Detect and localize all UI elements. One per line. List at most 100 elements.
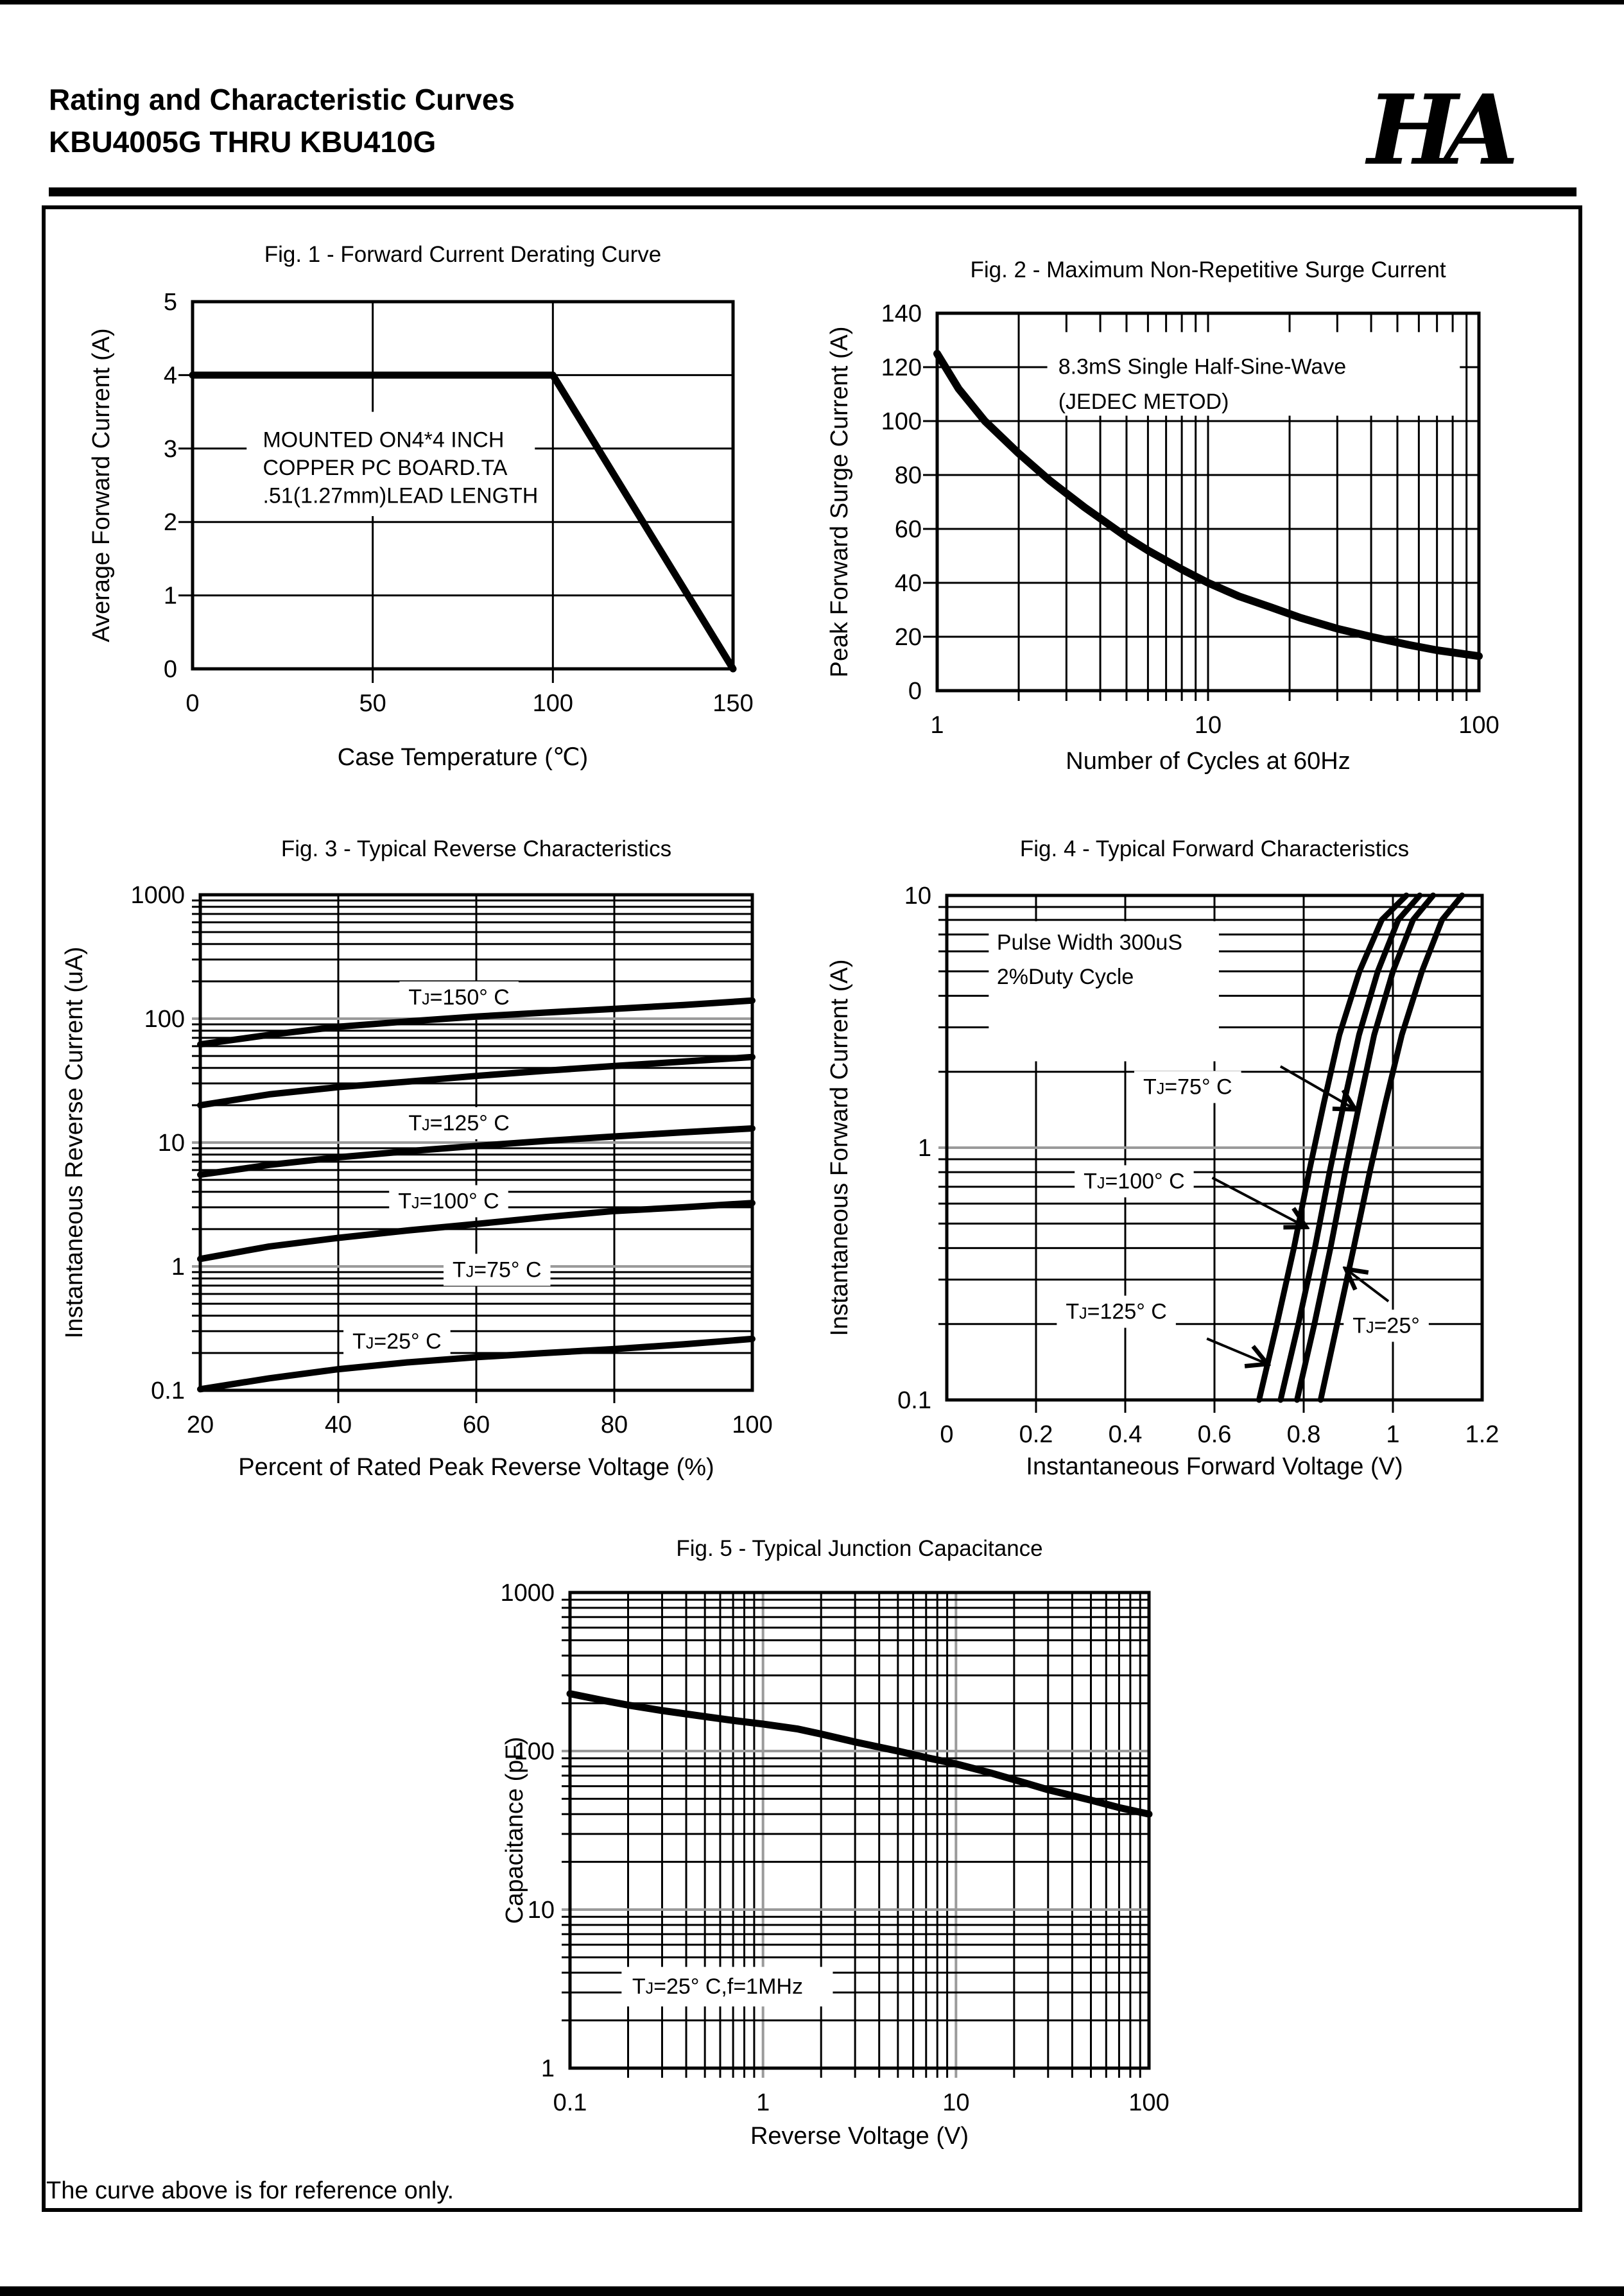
x-tick-label: 100 <box>533 690 573 717</box>
fig4-y-tick-labels: 0.1 1 10 <box>897 883 931 1414</box>
y-tick-label: 140 <box>881 300 922 327</box>
fig3-series-tj75 <box>197 1200 756 1263</box>
x-tick-label: 1.2 <box>1465 1421 1499 1448</box>
annotation-mask <box>989 921 1219 1062</box>
x-tick-label: 1 <box>930 712 944 739</box>
x-tick-label: 0 <box>186 690 199 717</box>
x-tick-label: 1 <box>1386 1421 1399 1448</box>
curve-label-mask <box>399 981 519 1014</box>
fig3-ylabel: Instantaneous Reverse Current (uA) <box>61 947 88 1338</box>
x-tick-label: 150 <box>713 690 753 717</box>
annotation-mask <box>621 1967 833 2007</box>
y-tick-label: 0 <box>908 678 922 705</box>
fig4-curve-label-2: TJ=125° C <box>1057 1295 1176 1328</box>
fig2-y-tick-labels: 0 20 40 60 80 100 120 140 <box>881 300 922 705</box>
y-tick-label: 1 <box>164 583 177 610</box>
fig5-series-cj <box>566 1690 1153 1818</box>
fig4-title: Fig. 4 - Typical Forward Characteristics <box>1020 836 1409 861</box>
fig2-ylabel: Peak Forward Surge Current (A) <box>826 327 853 678</box>
fig1-title: Fig. 1 - Forward Current Derating Curve <box>264 242 662 267</box>
curve-label-text: TJ=25° C <box>352 1329 442 1354</box>
fig4-plot-border <box>945 893 1484 1402</box>
curve-label-text: TJ=125° C <box>408 1111 509 1135</box>
fig3-chart: TJ=150° C TJ=125° C TJ=100° C TJ=75° C TJ=25… <box>61 836 773 1481</box>
y-tick-label: 1 <box>918 1135 931 1162</box>
brand-logo: HA <box>1367 74 1519 187</box>
fig4-series-tj75 <box>1294 892 1437 1403</box>
curve-label-text: TJ=150° C <box>408 985 509 1010</box>
x-tick-label: 40 <box>325 1411 352 1438</box>
fig1-annotation-text: .51(1.27mm)LEAD LENGTH <box>263 483 538 508</box>
fig4-series-tj125 <box>1256 892 1410 1403</box>
curve-label-text: TJ=100° C <box>398 1189 499 1213</box>
curve-label-mask <box>1134 1071 1241 1103</box>
fig3-x-tick-labels: 20 40 60 80 100 <box>187 1411 773 1438</box>
fig5-y-tick-labels: 1 10 100 1000 <box>500 1580 555 2082</box>
x-tick-label: 20 <box>187 1411 214 1438</box>
x-tick-label: 100 <box>1458 712 1499 739</box>
curve-label-text: TJ=75° C <box>1143 1075 1232 1099</box>
fig1-x-tick-labels: 0 50 100 150 <box>186 690 753 717</box>
fig4-curve-label-3: TJ=25° <box>1343 1309 1429 1342</box>
top-border-bar <box>0 0 1624 4</box>
fig3-series-tj25 <box>197 1335 756 1393</box>
bottom-border-bar <box>0 2286 1624 2296</box>
y-tick-label: 3 <box>164 436 177 463</box>
y-tick-label: 100 <box>514 1738 555 1765</box>
fig5-x-tick-labels: 0.1 1 10 100 <box>553 2089 1170 2116</box>
fig2-plot-border <box>935 311 1481 693</box>
y-tick-label: 5 <box>164 289 177 316</box>
y-tick-label: 1 <box>541 2055 555 2082</box>
y-tick-label: 10 <box>158 1130 185 1157</box>
curve-label-mask <box>343 1325 451 1358</box>
fig2-xlabel: Number of Cycles at 60Hz <box>1066 748 1351 775</box>
x-tick-label: 10 <box>942 2089 969 2116</box>
header-rule <box>49 187 1576 196</box>
fig5-xlabel: Reverse Voltage (V) <box>750 2123 969 2150</box>
fig4-annotation: Pulse Width 300uS 2%Duty Cycle <box>989 921 1219 1062</box>
fig5-title: Fig. 5 - Typical Junction Capacitance <box>676 1536 1042 1561</box>
fig4-label-arrow-2 <box>1206 1337 1267 1363</box>
y-tick-label: 4 <box>164 362 177 389</box>
x-tick-label: 0.1 <box>553 2089 587 2116</box>
fig2-annotation: 8.3mS Single Half-Sine-Wave (JEDEC METOD) <box>1047 332 1460 416</box>
y-tick-label: 40 <box>895 570 922 597</box>
fig3-y-tick-labels: 0.1 1 10 100 1000 <box>130 882 185 1404</box>
fig2-x-tick-labels: 1 10 100 <box>930 712 1499 739</box>
x-tick-label: 0 <box>940 1421 953 1448</box>
footer-note: The curve above is for reference only. <box>46 2177 454 2204</box>
x-tick-label: 60 <box>463 1411 490 1438</box>
page-title: Rating and Characteristic Curves <box>49 83 515 116</box>
fig5-annotation: TJ=25° C,f=1MHz <box>621 1967 833 2007</box>
fig4-label-arrow-3 <box>1346 1269 1390 1302</box>
fig3-series-tj100 <box>197 1125 756 1178</box>
x-tick-label: 0.6 <box>1198 1421 1232 1448</box>
curve-label-mask <box>389 1185 508 1218</box>
x-tick-label: 0.8 <box>1287 1421 1321 1448</box>
fig4-curve-label-1: TJ=100° C <box>1075 1165 1194 1198</box>
fig1-xlabel: Case Temperature (℃) <box>338 744 588 771</box>
annotation-mask <box>246 411 535 517</box>
curve-label-text: TJ=25° <box>1352 1313 1420 1338</box>
curve-label-mask <box>399 1107 519 1139</box>
fig3-curve-label-2: TJ=100° C <box>389 1185 508 1218</box>
fig3-curve-label-3: TJ=75° C <box>443 1254 551 1286</box>
fig4-ylabel: Instantaneous Forward Current (A) <box>826 959 853 1336</box>
curve-label-mask <box>443 1254 551 1286</box>
y-tick-label: 100 <box>881 408 922 435</box>
fig1-y-tick-labels: 0 1 2 3 4 5 <box>164 289 177 683</box>
part-number-subtitle: KBU4005G THRU KBU410G <box>49 125 436 159</box>
x-tick-label: 100 <box>1128 2089 1169 2116</box>
y-tick-label: 0.1 <box>151 1377 185 1404</box>
curve-label-text: TJ=75° C <box>453 1257 542 1282</box>
curve-label-mask <box>1343 1309 1429 1342</box>
fig1-plot-border <box>191 300 735 671</box>
y-tick-label: 2 <box>164 509 177 536</box>
fig2-annotation-text: 8.3mS Single Half-Sine-Wave <box>1058 355 1346 379</box>
fig2-chart: 8.3mS Single Half-Sine-Wave (JEDEC METOD)… <box>826 257 1499 775</box>
fig1-annotation-text: MOUNTED ON4*4 INCH <box>263 428 504 453</box>
fig3-curve-label-4: TJ=25° C <box>343 1325 451 1358</box>
y-tick-label: 80 <box>895 462 922 489</box>
fig3-plot-border <box>198 893 754 1392</box>
